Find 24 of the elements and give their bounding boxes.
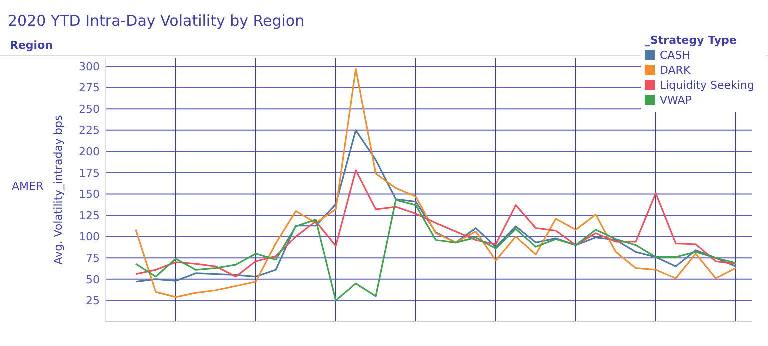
text: Region bbox=[10, 39, 53, 52]
chart-title: 2020 YTD Intra-Day Volatility by Region bbox=[8, 12, 305, 30]
y-tick-label: 200 bbox=[79, 146, 100, 159]
line-series bbox=[135, 199, 737, 302]
y-tick-label: 75 bbox=[86, 252, 100, 265]
legend-label: Liquidity Seeking bbox=[660, 79, 754, 92]
legend-label: VWAP bbox=[660, 94, 692, 107]
y-tick-label: 225 bbox=[79, 124, 100, 138]
y-tick-label: 250 bbox=[79, 102, 100, 116]
y-tick-label: 50 bbox=[86, 273, 100, 286]
line-series bbox=[135, 130, 737, 283]
y-tick-label: 25 bbox=[86, 294, 100, 308]
y-tick-label: 175 bbox=[79, 166, 100, 180]
line-series bbox=[135, 170, 737, 278]
text: AMER bbox=[12, 180, 44, 193]
y-tick-label: 300 bbox=[79, 60, 100, 74]
legend-title: _Strategy Type bbox=[645, 34, 737, 47]
y-tick-label: 275 bbox=[79, 82, 100, 95]
y-tick-label: 100 bbox=[79, 230, 100, 244]
y-tick-label: 125 bbox=[79, 209, 100, 222]
legend-label: DARK bbox=[660, 64, 692, 77]
legend-label: CASH bbox=[660, 49, 690, 62]
y-axis-title: Avg. Volatility_intraday bps bbox=[52, 115, 65, 265]
y-tick-label: 150 bbox=[79, 188, 100, 202]
